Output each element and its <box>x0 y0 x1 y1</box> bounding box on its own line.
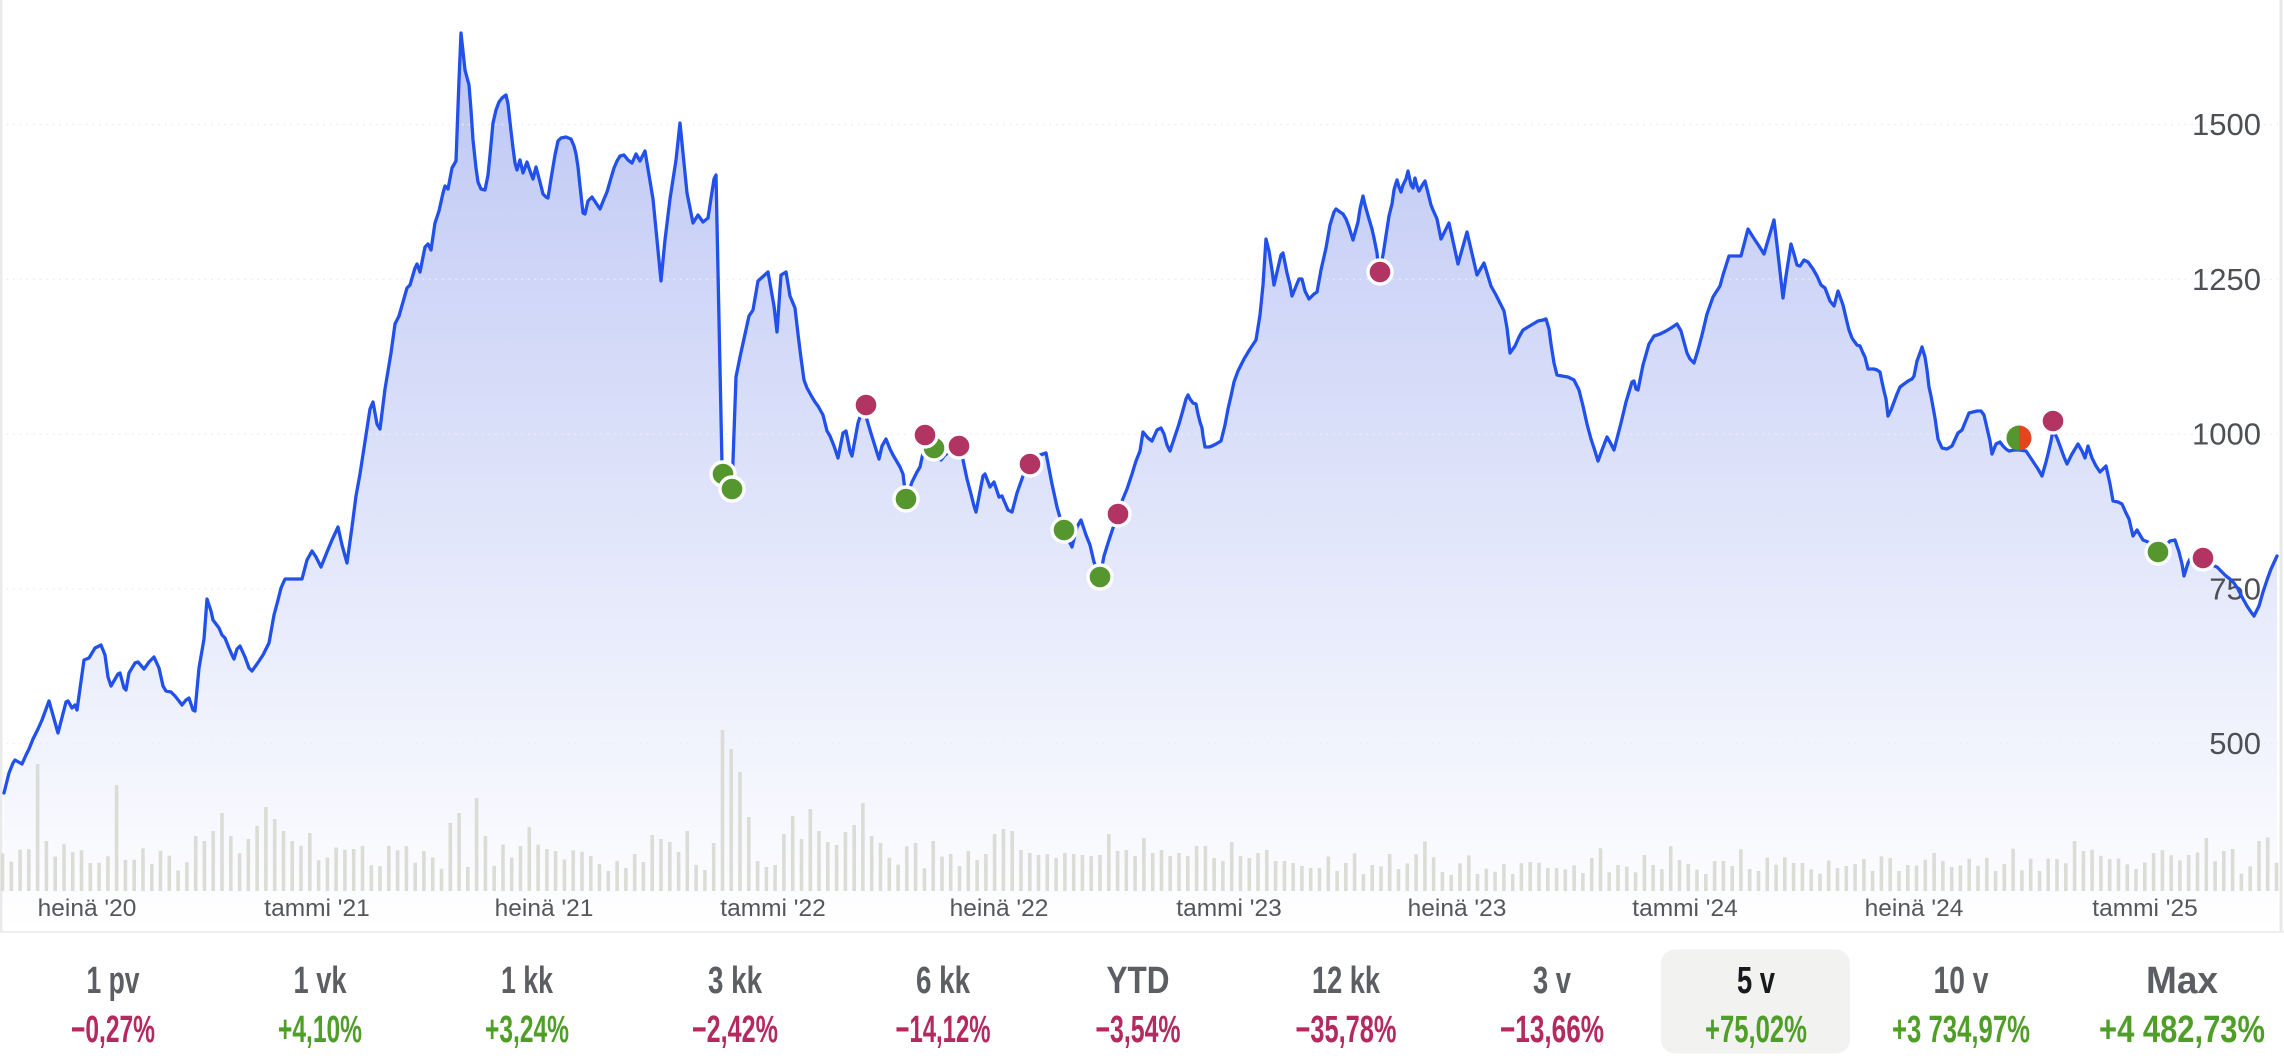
svg-text:tammi '25: tammi '25 <box>2092 895 2197 922</box>
svg-text:1 kk: 1 kk <box>501 960 554 1002</box>
svg-text:500: 500 <box>2209 726 2261 761</box>
svg-text:1000: 1000 <box>2192 417 2261 452</box>
svg-text:tammi '24: tammi '24 <box>1632 895 1737 922</box>
svg-text:YTD: YTD <box>1107 960 1170 1002</box>
svg-text:−35,78%: −35,78% <box>1296 1009 1397 1051</box>
svg-text:heinä '23: heinä '23 <box>1408 895 1507 922</box>
svg-text:tammi '21: tammi '21 <box>264 895 369 922</box>
svg-text:1250: 1250 <box>2192 262 2261 297</box>
svg-text:heinä '22: heinä '22 <box>950 895 1049 922</box>
svg-text:−0,27%: −0,27% <box>71 1009 155 1051</box>
svg-text:3 v: 3 v <box>1533 960 1571 1002</box>
svg-text:−2,42%: −2,42% <box>692 1009 778 1051</box>
svg-text:12 kk: 12 kk <box>1312 960 1381 1002</box>
svg-text:+4,10%: +4,10% <box>278 1009 362 1051</box>
svg-text:1 pv: 1 pv <box>87 960 140 1002</box>
svg-text:tammi '23: tammi '23 <box>1176 895 1281 922</box>
svg-text:heinä '20: heinä '20 <box>38 895 137 922</box>
svg-text:tammi '22: tammi '22 <box>720 895 825 922</box>
svg-text:heinä '21: heinä '21 <box>495 895 594 922</box>
svg-text:+3,24%: +3,24% <box>485 1009 569 1051</box>
svg-text:5 v: 5 v <box>1737 960 1775 1002</box>
svg-text:−14,12%: −14,12% <box>896 1009 991 1051</box>
svg-text:1 vk: 1 vk <box>294 960 348 1002</box>
svg-text:−13,66%: −13,66% <box>1500 1009 1604 1051</box>
svg-text:3 kk: 3 kk <box>708 960 763 1002</box>
svg-text:Max: Max <box>2146 960 2218 1002</box>
svg-text:+3 734,97%: +3 734,97% <box>1892 1009 2030 1051</box>
svg-text:10 v: 10 v <box>1934 960 1989 1002</box>
svg-text:6 kk: 6 kk <box>916 960 971 1002</box>
svg-text:heinä '24: heinä '24 <box>1865 895 1964 922</box>
svg-text:+4 482,73%: +4 482,73% <box>2099 1009 2265 1051</box>
svg-text:750: 750 <box>2209 571 2261 606</box>
svg-text:1500: 1500 <box>2192 107 2261 142</box>
svg-text:−3,54%: −3,54% <box>1096 1009 1181 1051</box>
svg-text:+75,02%: +75,02% <box>1705 1009 1807 1051</box>
